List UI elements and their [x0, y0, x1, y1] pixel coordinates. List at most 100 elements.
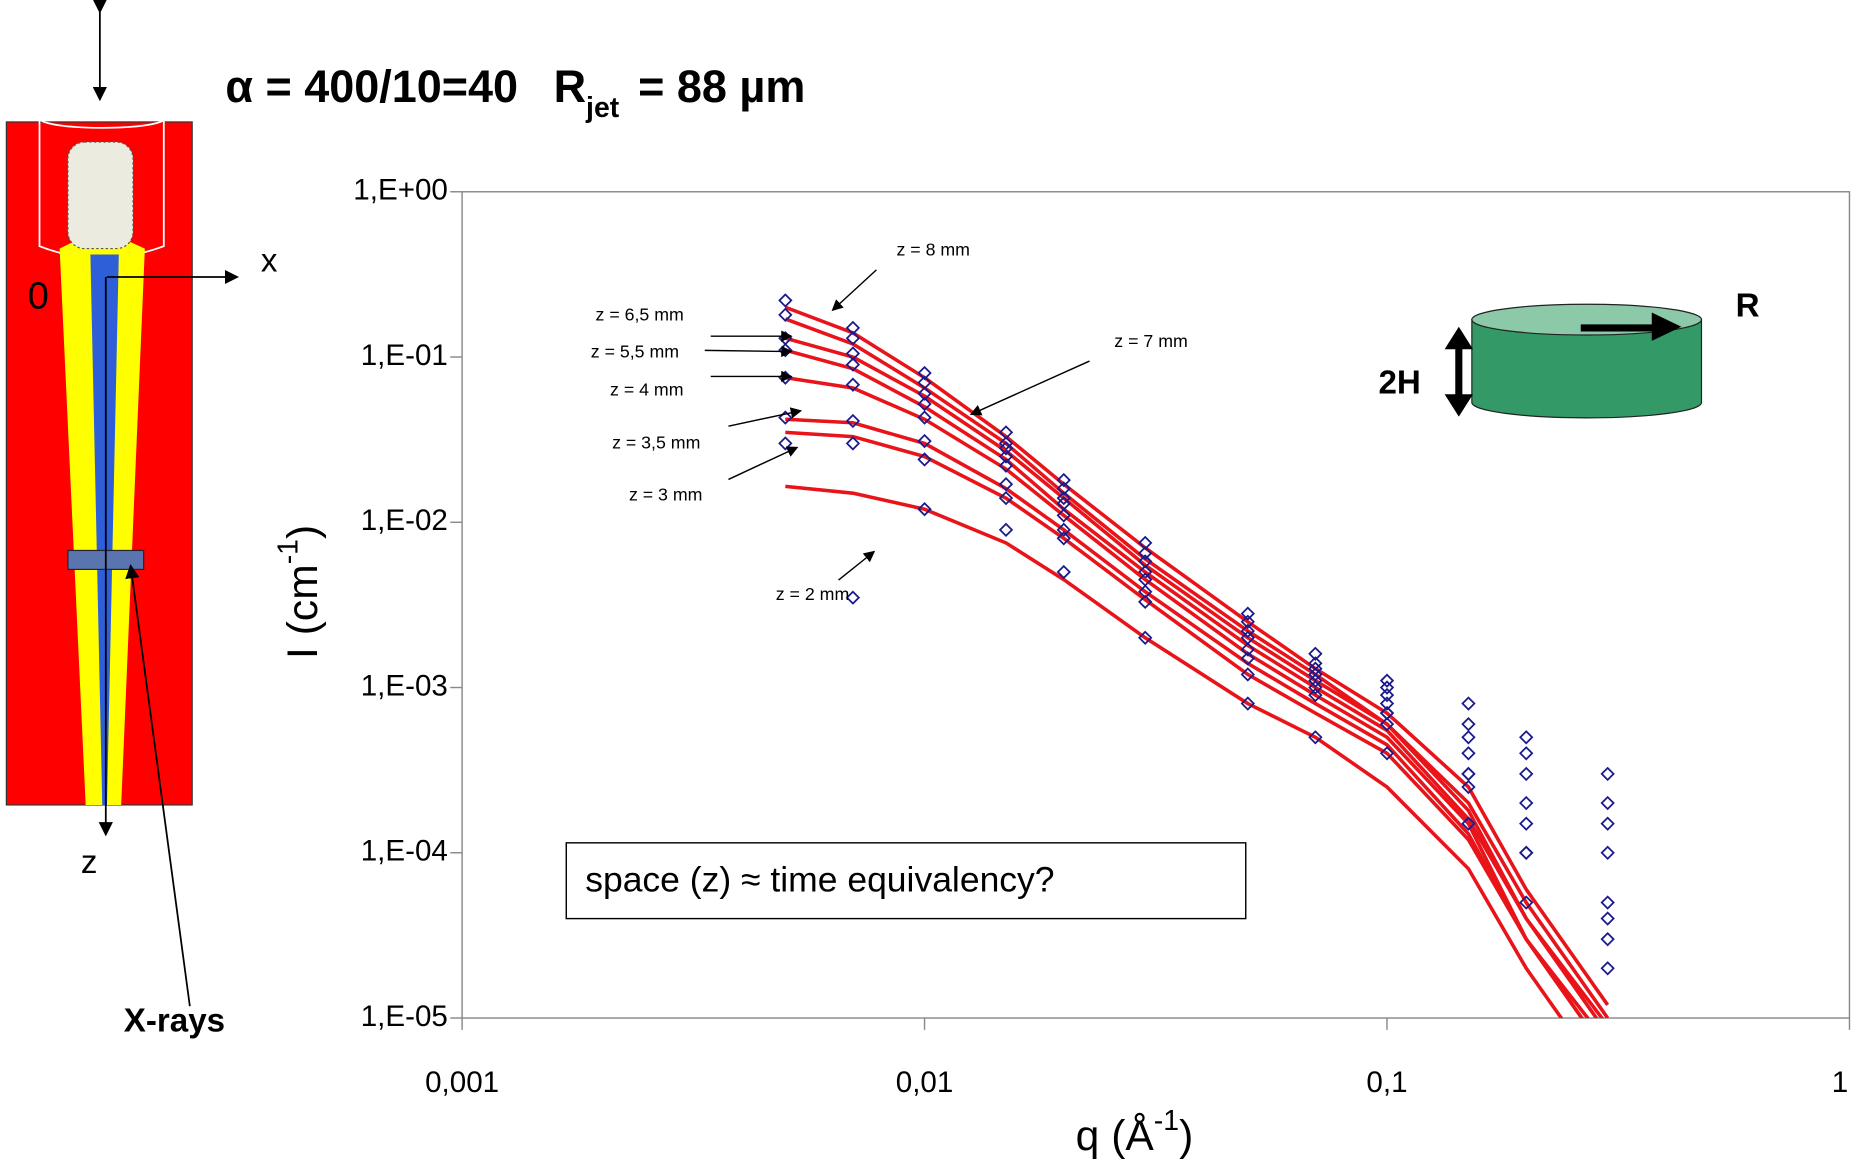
height-arrow-heads	[1444, 326, 1474, 417]
data-point	[998, 458, 1014, 473]
data-point	[1308, 680, 1323, 695]
data-point	[1056, 564, 1071, 580]
data-point	[1461, 746, 1476, 761]
data-point	[1308, 673, 1323, 688]
data-point	[1379, 680, 1395, 695]
data-point	[1461, 730, 1476, 745]
fit-line	[784, 348, 1599, 1019]
radius-label: R	[1736, 288, 1760, 325]
data-point	[1461, 766, 1476, 782]
y-tick-label: 1,E+00	[353, 174, 448, 207]
y-tick-label: 1,E-04	[361, 835, 448, 868]
data-point	[845, 377, 861, 392]
cylinder-inset: R 2H	[1378, 288, 1760, 419]
data-point	[1461, 779, 1476, 795]
capillary-top	[38, 108, 166, 129]
data-point	[1519, 895, 1534, 910]
annotation-arrow	[969, 360, 1090, 416]
series-label: z = 6,5 mm	[596, 305, 684, 325]
y-title-sup: -1	[272, 539, 304, 564]
data-point	[1600, 911, 1615, 926]
data-point	[1519, 816, 1534, 831]
data-point	[778, 293, 793, 308]
data-point	[778, 436, 793, 451]
data-point	[1379, 696, 1395, 711]
series-label: z = 7 mm	[1114, 331, 1187, 351]
data-point	[917, 396, 932, 412]
data-point	[845, 590, 861, 605]
x-title-sup: -1	[1154, 1105, 1179, 1137]
data-point	[1308, 730, 1323, 745]
data-point	[845, 320, 861, 336]
alpha: α = 400/10=40	[225, 61, 518, 112]
data-point	[917, 410, 932, 425]
plot-area	[778, 293, 1615, 1019]
nozzle	[67, 141, 134, 250]
beam-arrow	[125, 564, 191, 1007]
data-point	[1138, 535, 1153, 551]
series-label: z = 8 mm	[896, 240, 969, 260]
annotation-arrow	[838, 550, 876, 581]
data-point	[917, 452, 932, 467]
data-point	[1600, 795, 1615, 811]
data-point	[1138, 594, 1153, 610]
y-tick-label: 1,E-01	[361, 339, 448, 372]
data-point	[778, 307, 793, 323]
x-tick-label: 0,01	[896, 1066, 954, 1099]
fit-line	[784, 305, 1610, 1006]
x-title-close: )	[1179, 1112, 1193, 1160]
data-point	[1519, 795, 1534, 811]
data-point	[1600, 766, 1615, 782]
r-subscript: jet	[585, 91, 620, 123]
data-point	[1600, 961, 1615, 976]
fit-line	[784, 317, 1610, 1019]
data-point	[778, 410, 793, 425]
data-point	[1056, 481, 1071, 496]
data-point	[917, 386, 932, 401]
z-label: z	[81, 844, 98, 881]
data-point	[1240, 642, 1255, 657]
data-point	[1379, 673, 1395, 688]
series-label: z = 3 mm	[629, 485, 702, 505]
data-point	[845, 357, 861, 372]
data-point	[1519, 730, 1534, 745]
data-point	[1240, 606, 1255, 621]
r-symbol: R	[554, 61, 586, 112]
fit-line	[784, 336, 1605, 1019]
data-point	[1600, 932, 1615, 947]
data-point	[845, 331, 861, 346]
x-tick-label: 0,001	[425, 1066, 499, 1099]
jet-blue	[90, 254, 119, 805]
data-point	[845, 413, 861, 429]
annotation-arrow	[728, 446, 799, 481]
series-label: z = 4 mm	[610, 379, 683, 399]
data-point	[1519, 766, 1534, 782]
data-point	[998, 477, 1014, 492]
x-label: x	[261, 243, 278, 280]
data-point	[1240, 623, 1255, 639]
x-title-text: q (Å	[1076, 1112, 1155, 1160]
data-point	[1379, 687, 1395, 703]
data-point	[1461, 766, 1476, 782]
data-point	[1461, 816, 1476, 831]
data-point	[1519, 746, 1534, 761]
data-point	[998, 490, 1014, 506]
data-point	[1308, 646, 1323, 661]
x-axis-title: q (Å-1)	[1076, 1105, 1194, 1160]
data-point	[1600, 845, 1615, 860]
y-tick-label: 1,E-03	[361, 669, 448, 702]
y-tick-label: 1,E-05	[361, 1000, 448, 1033]
data-point	[1379, 717, 1395, 732]
data-point	[1461, 717, 1476, 732]
data-point	[998, 441, 1014, 456]
cylinder-body	[1471, 319, 1703, 419]
y-tick-label: 1,E-02	[361, 504, 448, 537]
data-point	[1056, 472, 1071, 488]
fit-line	[785, 430, 1584, 1019]
data-point	[1379, 746, 1395, 761]
beam-label: X-rays	[124, 1003, 225, 1040]
jet-diagram: 0 x z X-rays	[5, 0, 278, 1040]
fit-line	[785, 375, 1590, 1019]
header-title: α = 400/10=40 Rjet = 88 µm	[225, 61, 805, 124]
